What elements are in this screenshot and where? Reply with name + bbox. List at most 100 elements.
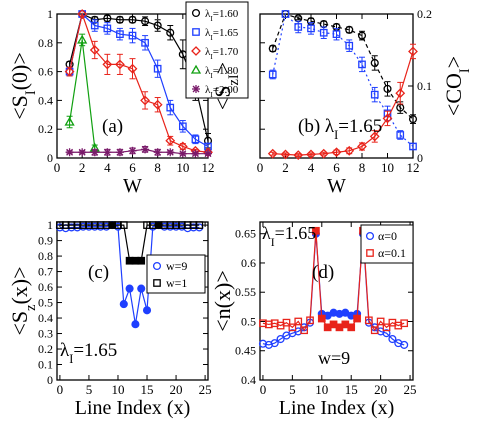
- data-point: [347, 323, 356, 332]
- y-tick-label: 0.3: [38, 327, 53, 341]
- legend-marker: [192, 28, 200, 36]
- data-point: [153, 21, 162, 30]
- x-tick-label: 8: [359, 160, 366, 175]
- x-tick-label: 5: [289, 382, 296, 397]
- marker-stroke: [191, 150, 199, 158]
- data-point: [153, 148, 162, 157]
- data-point: [78, 148, 87, 157]
- data-point: [276, 334, 285, 344]
- x-tick-label: 6: [129, 160, 136, 175]
- x-tick-label: 5: [86, 382, 93, 397]
- y-tick-label: 0: [47, 151, 53, 165]
- panel-label: (d): [312, 262, 334, 283]
- data-point: [152, 99, 163, 110]
- y-tick-label: 0.1: [38, 358, 53, 372]
- data-point: [166, 103, 175, 112]
- data-point: [141, 145, 150, 154]
- data-point: [400, 319, 409, 328]
- lambda-annotation: λI=1.65: [262, 223, 316, 249]
- y-tick-right-label: 0.2: [417, 7, 432, 21]
- data-point: [353, 314, 361, 323]
- data-point: [128, 31, 137, 40]
- x-axis-label: Line Index (x): [279, 397, 395, 419]
- data-point: [331, 147, 342, 158]
- data-point: [294, 327, 303, 336]
- y-tick-label: 0.2: [38, 342, 53, 356]
- data-point: [166, 148, 175, 157]
- x-tick-label: 10: [111, 382, 124, 397]
- legend-label: w=9: [166, 259, 187, 273]
- data-point: [345, 25, 354, 34]
- data-point: [281, 10, 290, 18]
- series-1: [259, 226, 409, 335]
- y-tick-label: 0.4: [241, 373, 256, 387]
- legend: α=0 α=0.1: [360, 224, 414, 264]
- data-point: [103, 24, 112, 33]
- data-point: [64, 66, 75, 77]
- y-axis-label: <n(x)>: [210, 270, 235, 331]
- x-tick-label: 25: [404, 382, 417, 397]
- data-point: [332, 30, 341, 39]
- y-tick-label: 0.6: [38, 280, 53, 294]
- y-tick-label: 0.4: [38, 311, 53, 325]
- data-point: [312, 226, 320, 235]
- series-line: [68, 11, 209, 153]
- w-annotation: w=9: [318, 348, 350, 368]
- series-line: [272, 12, 414, 147]
- y-tick-right-label: 0: [417, 151, 423, 165]
- x-tick-label: 25: [199, 382, 212, 397]
- lambda-annotation: λI=1.65: [60, 340, 117, 366]
- data-point: [400, 340, 409, 349]
- x-axis-label: W: [123, 175, 142, 197]
- marker-stroke: [78, 148, 86, 156]
- data-point: [165, 135, 176, 146]
- x-tick-label: 2: [282, 160, 289, 175]
- data-point: [178, 122, 187, 131]
- y-tick-label: 1: [47, 218, 53, 232]
- data-point: [119, 300, 128, 309]
- legend-marker: [191, 46, 201, 56]
- data-point: [293, 150, 304, 161]
- data-point: [65, 148, 74, 157]
- x-tick-label: 4: [308, 160, 315, 175]
- x-tick-label: 0: [54, 160, 61, 175]
- panel-a: 0 2 4 6 8 10 12 0 0.2 0.4 0.6 0.8 1 W <SI(0)> (a): [7, 7, 215, 197]
- data-point: [268, 44, 277, 53]
- data-point: [307, 24, 315, 33]
- data-point: [365, 316, 373, 325]
- data-point: [131, 320, 140, 329]
- y-tick-label: 0.2: [38, 122, 53, 136]
- data-point: [318, 148, 329, 159]
- data-point: [388, 334, 397, 344]
- y-tick-label: 0.9: [38, 234, 53, 248]
- data-point: [191, 135, 200, 144]
- data-point: [141, 17, 150, 26]
- legend-label: λI=1.80: [205, 65, 239, 80]
- legend-box: [185, 1, 249, 99]
- y-axis-label: <Sz(x)>: [7, 266, 39, 335]
- x-tick-label: 2: [79, 160, 86, 175]
- legend: w=9w=1: [146, 254, 206, 294]
- marker-stroke: [129, 147, 136, 155]
- data-point: [195, 221, 204, 229]
- data-point: [191, 149, 200, 158]
- data-point: [369, 131, 380, 142]
- marker-stroke: [204, 150, 212, 158]
- y-axis-right-label: <COI>: [441, 56, 473, 116]
- data-point: [115, 15, 124, 24]
- data-point: [408, 115, 418, 124]
- data-point: [77, 9, 88, 19]
- y-axis-label: <SzI>: [210, 62, 242, 110]
- data-point: [370, 58, 379, 68]
- data-point: [270, 339, 279, 348]
- data-point: [370, 90, 379, 99]
- x-tick-label: 10: [176, 160, 189, 175]
- legend-label: α=0: [378, 229, 397, 243]
- y-tick-label: 0.5: [241, 314, 256, 328]
- plot-frame: [56, 221, 209, 381]
- data-point: [288, 323, 297, 332]
- panel-d: 0 5 10 15 20 25 0.4 0.45 0.5 0.55 0.6 0.65 Line Inde…: [210, 221, 417, 419]
- data-point: [358, 60, 366, 69]
- x-tick-label: 6: [333, 160, 340, 175]
- series-0: [268, 9, 418, 124]
